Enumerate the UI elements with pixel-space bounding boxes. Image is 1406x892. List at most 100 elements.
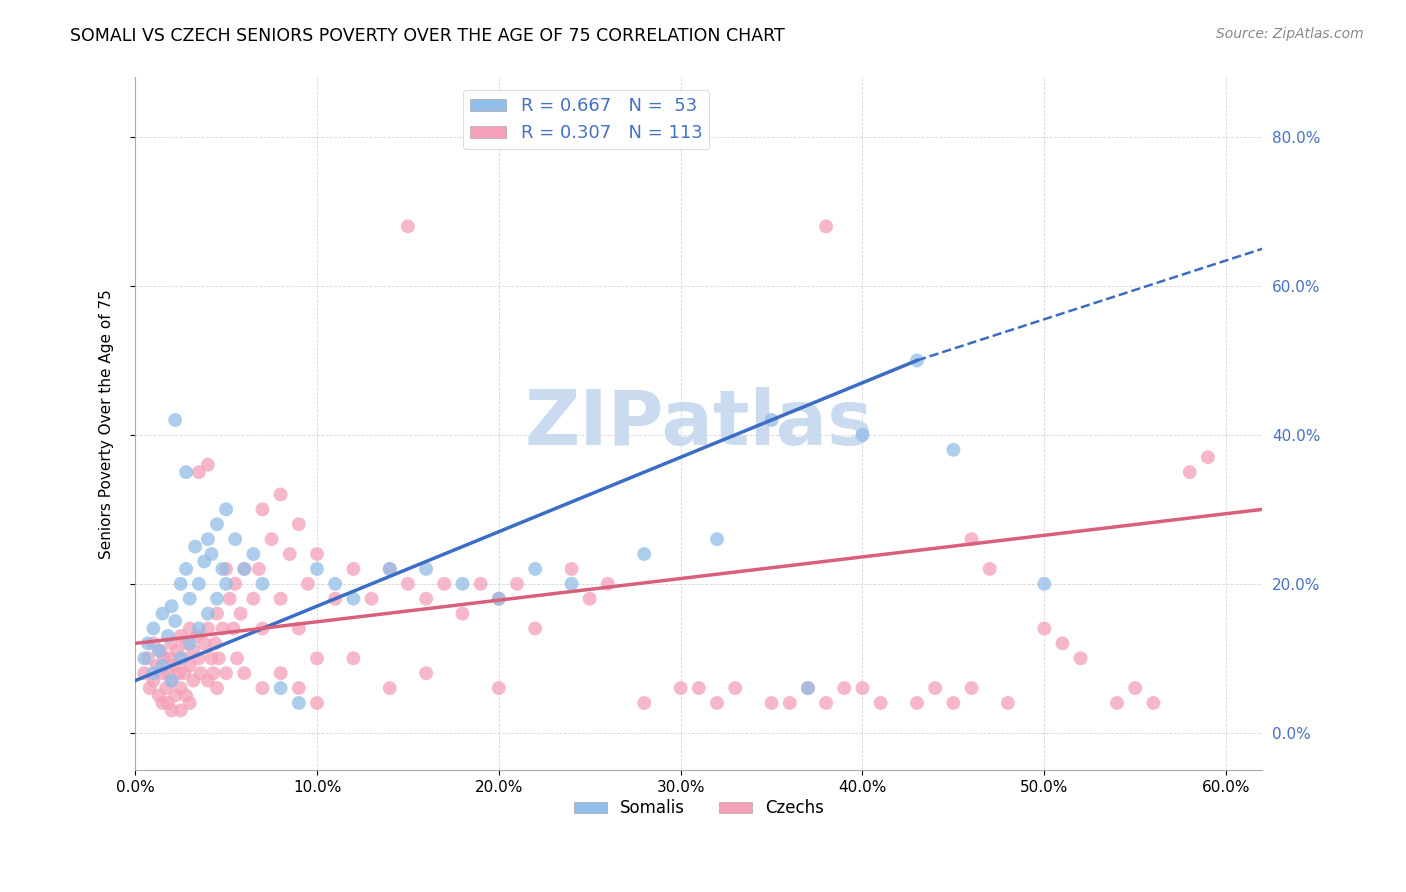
Point [851,428,873,442]
Point [252,681,274,695]
Point [187,651,209,665]
Point [242,591,264,606]
Point [142,636,165,650]
Point [224,577,246,591]
Point [561,562,583,576]
Point [252,502,274,516]
Point [247,562,270,576]
Point [218,591,240,606]
Y-axis label: Seniors Poverty Over the Age of 75: Seniors Poverty Over the Age of 75 [100,289,114,558]
Point [187,465,209,479]
Point [208,651,231,665]
Point [288,622,311,636]
Text: Source: ZipAtlas.com: Source: ZipAtlas.com [1216,27,1364,41]
Point [174,465,197,479]
Point [165,658,187,673]
Point [197,622,219,636]
Point [226,651,249,665]
Point [166,644,188,658]
Point [169,629,191,643]
Point [797,681,820,695]
Point [924,681,946,695]
Point [270,487,292,501]
Legend: Somalis, Czechs: Somalis, Czechs [567,793,831,824]
Point [152,666,174,681]
Point [1105,696,1128,710]
Point [229,607,252,621]
Point [488,591,510,606]
Point [156,629,179,643]
Point [169,681,191,695]
Point [1197,450,1219,465]
Point [152,696,174,710]
Point [415,666,437,681]
Point [202,666,225,681]
Point [1033,577,1056,591]
Point [378,681,401,695]
Point [167,666,190,681]
Point [1052,636,1074,650]
Point [297,577,319,591]
Point [270,591,292,606]
Point [187,577,209,591]
Point [1178,465,1201,479]
Point [415,562,437,576]
Point [215,502,238,516]
Point [134,666,156,681]
Point [190,666,212,681]
Point [205,607,228,621]
Point [179,591,201,606]
Point [342,591,364,606]
Point [169,703,191,717]
Point [152,607,174,621]
Point [233,666,256,681]
Point [724,681,747,695]
Point [869,696,891,710]
Point [152,658,174,673]
Point [205,681,228,695]
Point [905,353,928,368]
Point [149,644,172,658]
Point [1033,622,1056,636]
Point [138,681,160,695]
Point [633,696,655,710]
Point [211,622,233,636]
Point [134,651,156,665]
Point [136,651,159,665]
Point [905,696,928,710]
Point [305,651,328,665]
Point [1142,696,1164,710]
Point [197,607,219,621]
Point [146,658,169,673]
Point [779,696,801,710]
Point [160,599,183,614]
Point [160,673,183,688]
Point [169,651,191,665]
Point [183,673,205,688]
Point [222,622,245,636]
Point [323,591,346,606]
Point [205,591,228,606]
Point [193,636,215,650]
Point [197,673,219,688]
Point [270,666,292,681]
Point [160,703,183,717]
Point [136,636,159,650]
Point [488,591,510,606]
Point [1070,651,1092,665]
Point [396,577,419,591]
Point [242,547,264,561]
Point [160,636,183,650]
Point [160,673,183,688]
Point [942,696,965,710]
Point [193,554,215,568]
Point [205,517,228,532]
Point [260,532,283,546]
Point [688,681,710,695]
Point [252,577,274,591]
Point [433,577,456,591]
Point [179,622,201,636]
Point [200,547,222,561]
Point [148,689,170,703]
Point [233,562,256,576]
